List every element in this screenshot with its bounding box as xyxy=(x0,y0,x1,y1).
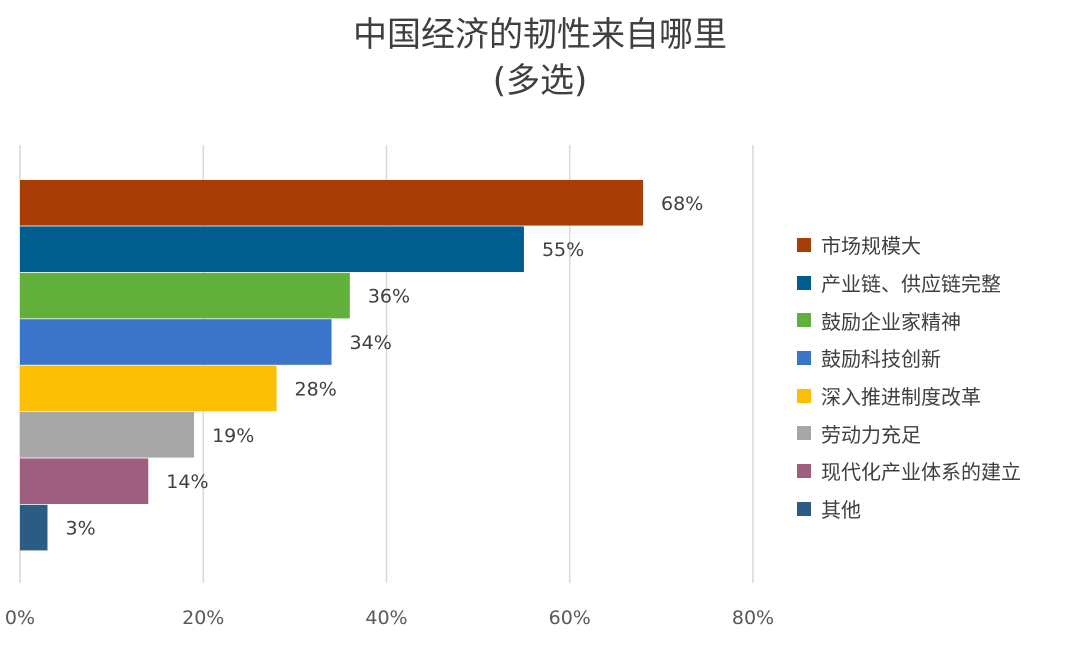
legend-item-1: 市场规模大 xyxy=(792,226,1077,264)
data-label-7: 14% xyxy=(166,471,208,493)
legend-swatch xyxy=(797,501,811,516)
legend-swatch xyxy=(797,313,811,328)
x-tick-label-40pct: 40% xyxy=(365,607,407,629)
bar-6 xyxy=(20,412,195,458)
data-label-6: 19% xyxy=(212,425,254,447)
legend-label: 深入推进制度改革 xyxy=(821,385,981,410)
chart-title: 中国经济的韧性来自哪里 xyxy=(353,15,727,55)
bar-8 xyxy=(20,504,48,551)
legend-swatch xyxy=(797,237,811,252)
legend-item-6: 劳动力充足 xyxy=(792,414,1077,452)
x-tick-label-20pct: 20% xyxy=(182,607,224,629)
x-tick-label-60pct: 60% xyxy=(549,607,591,629)
legend-item-5: 深入推进制度改革 xyxy=(792,377,1077,415)
bar-2 xyxy=(20,226,524,272)
legend-item-2: 产业链、供应链完整 xyxy=(792,264,1077,302)
data-label-3: 36% xyxy=(368,286,410,308)
data-label-8: 3% xyxy=(65,518,95,540)
bar-7 xyxy=(20,458,149,504)
legend-item-7: 现代化产业体系的建立 xyxy=(792,452,1077,490)
bar-1 xyxy=(20,180,644,226)
legend-item-3: 鼓励企业家精神 xyxy=(792,301,1077,339)
legend-swatch xyxy=(797,275,811,290)
bar-5 xyxy=(20,365,277,412)
x-tick-label-80pct: 80% xyxy=(732,607,774,629)
chart-legend: 市场规模大产业链、供应链完整 鼓励企业家精神 鼓励科技创新深入推进制度改革 劳动力充足… xyxy=(792,226,1077,528)
legend-swatch xyxy=(797,463,811,478)
legend-swatch xyxy=(797,388,811,403)
chart-title-block: 中国经济的韧性来自哪里 (多选) xyxy=(0,12,1080,104)
legend-label: 现代化产业体系的建立 xyxy=(821,460,1021,485)
x-tick-label-0pct: 0% xyxy=(5,607,35,629)
legend-swatch xyxy=(797,350,811,365)
chart-subtitle: (多选) xyxy=(492,61,588,101)
legend-label: 鼓励科技创新 xyxy=(821,347,941,372)
legend-label: 其他 xyxy=(821,498,861,523)
legend-item-4: 鼓励科技创新 xyxy=(792,339,1077,377)
legend-label: 产业链、供应链完整 xyxy=(821,272,1001,297)
data-label-4: 34% xyxy=(350,332,392,354)
legend-label: 市场规模大 xyxy=(821,234,921,259)
data-label-5: 28% xyxy=(295,378,337,400)
bar-4 xyxy=(20,319,332,365)
legend-label: 鼓励企业家精神 xyxy=(821,309,961,334)
legend-label: 劳动力充足 xyxy=(821,422,921,447)
bar-3 xyxy=(20,272,350,319)
legend-swatch xyxy=(797,426,811,441)
data-label-2: 55% xyxy=(542,239,584,261)
data-label-1: 68% xyxy=(661,193,703,215)
legend-item-8: 其他 xyxy=(792,490,1077,528)
